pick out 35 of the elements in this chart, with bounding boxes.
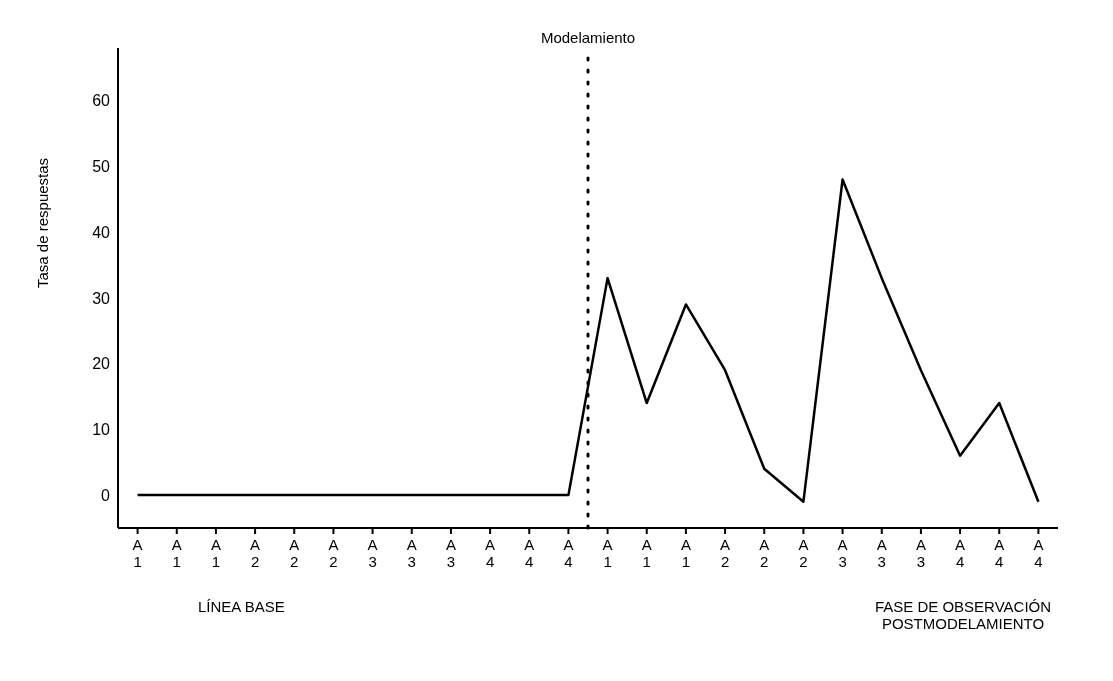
x-tick-label: A 3	[367, 536, 378, 570]
x-tick-label: A 3	[915, 536, 926, 570]
x-tick-label: A 1	[210, 536, 221, 570]
x-tick-label: A 3	[406, 536, 417, 570]
text: Modelamiento	[540, 29, 636, 46]
x-tick-label: A 1	[641, 536, 652, 570]
y-tick-label: 20	[92, 355, 111, 373]
x-tick-label: A 2	[250, 536, 261, 570]
y-tick-label: 60	[92, 92, 111, 110]
x-tick-label: A 4	[1033, 536, 1044, 570]
x-tick-label: A 4	[955, 536, 966, 570]
x-tick-label: A 1	[171, 536, 182, 570]
x-tick-label: A 1	[132, 536, 143, 570]
x-tick-label: A 2	[289, 536, 300, 570]
x-tick-label: A 2	[720, 536, 731, 570]
y-tick-label: 10	[92, 421, 111, 439]
x-tick-label: A 2	[328, 536, 339, 570]
x-tick-label: A 1	[602, 536, 613, 570]
y-tick-label: 50	[92, 158, 111, 176]
y-tick-label: 30	[92, 289, 111, 307]
text: FASE DE OBSERVACIÓN POSTMODELAMIENTO	[873, 598, 1053, 632]
x-tick-label: A 2	[798, 536, 809, 570]
x-tick-label: A 4	[994, 536, 1005, 570]
y-tick-label: 0	[101, 486, 111, 504]
y-tick-label: 40	[92, 223, 111, 241]
x-tick-label: A 1	[680, 536, 691, 570]
x-tick-label: A 3	[876, 536, 887, 570]
x-tick-label: A 3	[837, 536, 848, 570]
x-tick-label: A 4	[563, 536, 574, 570]
x-tick-label: A 3	[445, 536, 456, 570]
text: LÍNEA BASE	[198, 598, 285, 615]
y-axis-title: Tasa de respuestas	[34, 157, 52, 288]
x-tick-label: A 4	[485, 536, 496, 570]
x-tick-label: A 4	[524, 536, 535, 570]
x-tick-label: A 2	[759, 536, 770, 570]
